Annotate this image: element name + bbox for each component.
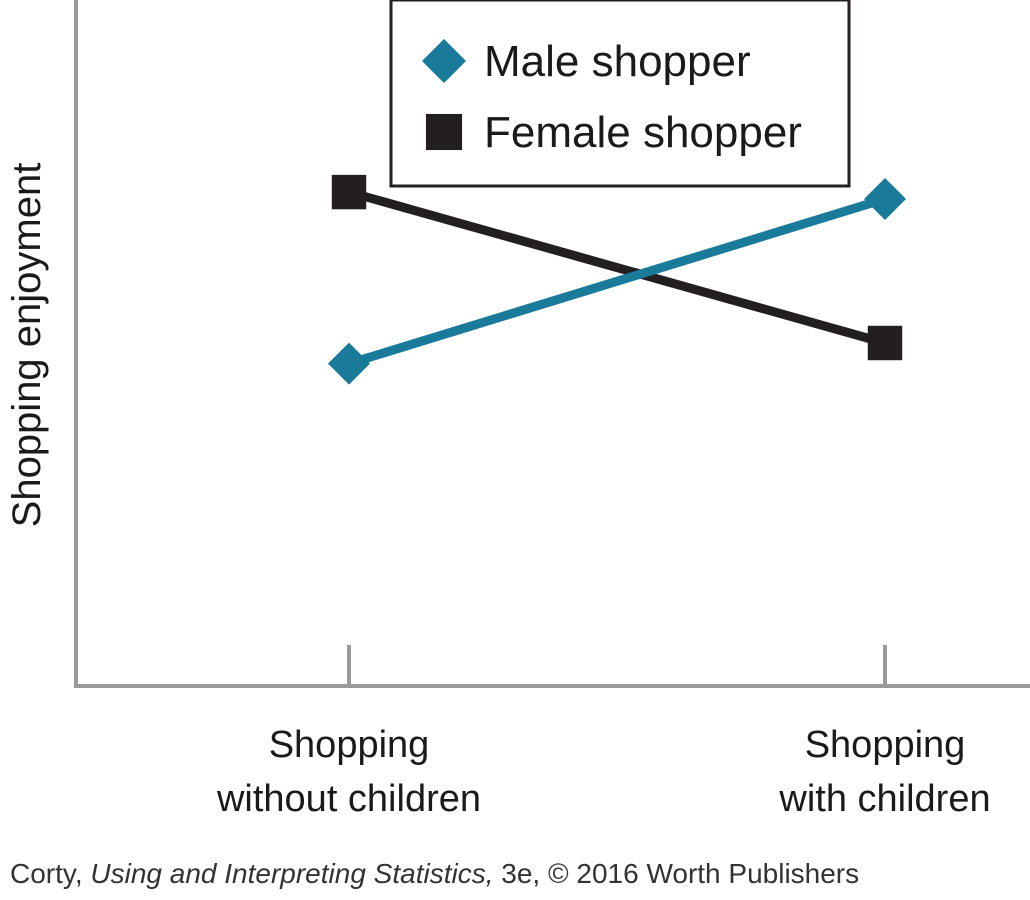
data-point xyxy=(328,342,370,385)
data-point xyxy=(864,177,906,220)
axes xyxy=(74,0,1030,688)
data-point xyxy=(867,325,903,361)
series-female-shopper xyxy=(331,174,903,361)
series-layer xyxy=(328,174,906,385)
data-point xyxy=(331,174,367,210)
series-male-shopper xyxy=(328,177,906,385)
credit-rest: 3e, © 2016 Worth Publishers xyxy=(501,858,860,889)
credit-author: Corty, xyxy=(10,858,83,889)
legend-label: Male shopper xyxy=(484,37,751,86)
x-ticks xyxy=(347,645,887,686)
series-line xyxy=(347,187,887,348)
x-tick-label-line: without children xyxy=(216,778,481,820)
credit-book: Using and Interpreting Statistics, xyxy=(90,858,494,889)
legend-marker xyxy=(425,113,463,151)
legend-label: Female shopper xyxy=(484,108,802,157)
x-tick-label: Shopping with children xyxy=(778,724,990,820)
legend: Male shopper Female shopper xyxy=(389,0,851,188)
legend-items: Male shopper Female shopper xyxy=(422,37,802,157)
y-axis-label: Shopping enjoyment xyxy=(5,163,49,528)
legend-marker xyxy=(422,39,466,83)
legend-box xyxy=(389,0,851,188)
x-tick-labels: Shopping without children Shopping with chi… xyxy=(216,724,991,820)
x-tick-label: Shopping without children xyxy=(216,724,481,820)
credit-line: Corty, Using and Interpreting Statistics… xyxy=(10,858,859,890)
x-tick-label-line: Shopping xyxy=(269,724,430,766)
x-tick-label-line: with children xyxy=(778,778,990,820)
chart: Shopping without children Shopping with chi… xyxy=(5,0,1030,820)
x-tick-label-line: Shopping xyxy=(805,724,966,766)
series-line xyxy=(347,194,887,368)
